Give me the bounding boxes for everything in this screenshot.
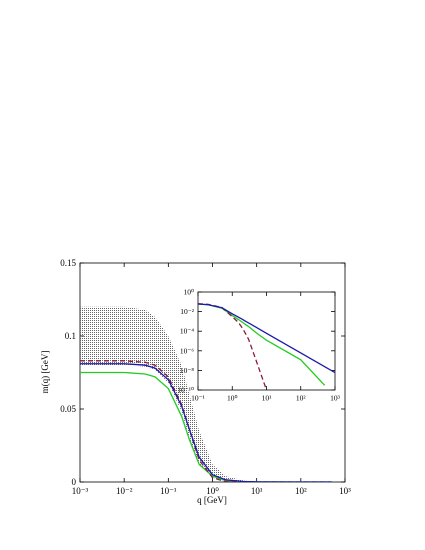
x-axis-label: q [GeV] <box>197 495 227 505</box>
x-tick-label: 10⁰ <box>227 394 238 403</box>
y-tick-label: 10⁰ <box>183 288 194 297</box>
line-series <box>198 303 326 386</box>
line-series <box>198 302 268 390</box>
x-tick-label: 10¹ <box>262 394 272 403</box>
y-tick-label: 10⁻⁸ <box>180 366 194 375</box>
y-axis-label: m(q) [GeV] <box>40 351 50 394</box>
y-tick-label: 0.15 <box>60 258 76 268</box>
x-tick-label: 10³ <box>330 394 341 403</box>
y-tick-label: 0.05 <box>60 404 76 414</box>
x-tick-label: 10¹ <box>251 486 263 496</box>
x-tick-label: 10⁰ <box>206 486 219 496</box>
y-tick-label: 0 <box>72 477 77 487</box>
x-tick-label: 10² <box>296 394 307 403</box>
y-tick-label: 10⁻⁶ <box>180 346 194 355</box>
y-tick-label: 0.1 <box>65 331 76 341</box>
x-tick-label: 10⁻³ <box>72 486 89 496</box>
line-series <box>80 360 332 482</box>
uncertainty-band <box>80 306 332 482</box>
y-tick-label: 10⁻² <box>180 307 194 316</box>
x-tick-label: 10⁻¹ <box>160 486 177 496</box>
x-tick-label: 10⁻¹ <box>191 394 205 403</box>
x-tick-label: 10² <box>295 486 307 496</box>
line-series <box>198 303 335 374</box>
x-tick-label: 10³ <box>339 486 351 496</box>
y-tick-label: 10⁻¹⁰ <box>177 386 194 395</box>
line-series <box>80 363 332 482</box>
y-tick-label: 10⁻⁴ <box>180 327 194 336</box>
x-tick-label: 10⁻² <box>116 486 133 496</box>
